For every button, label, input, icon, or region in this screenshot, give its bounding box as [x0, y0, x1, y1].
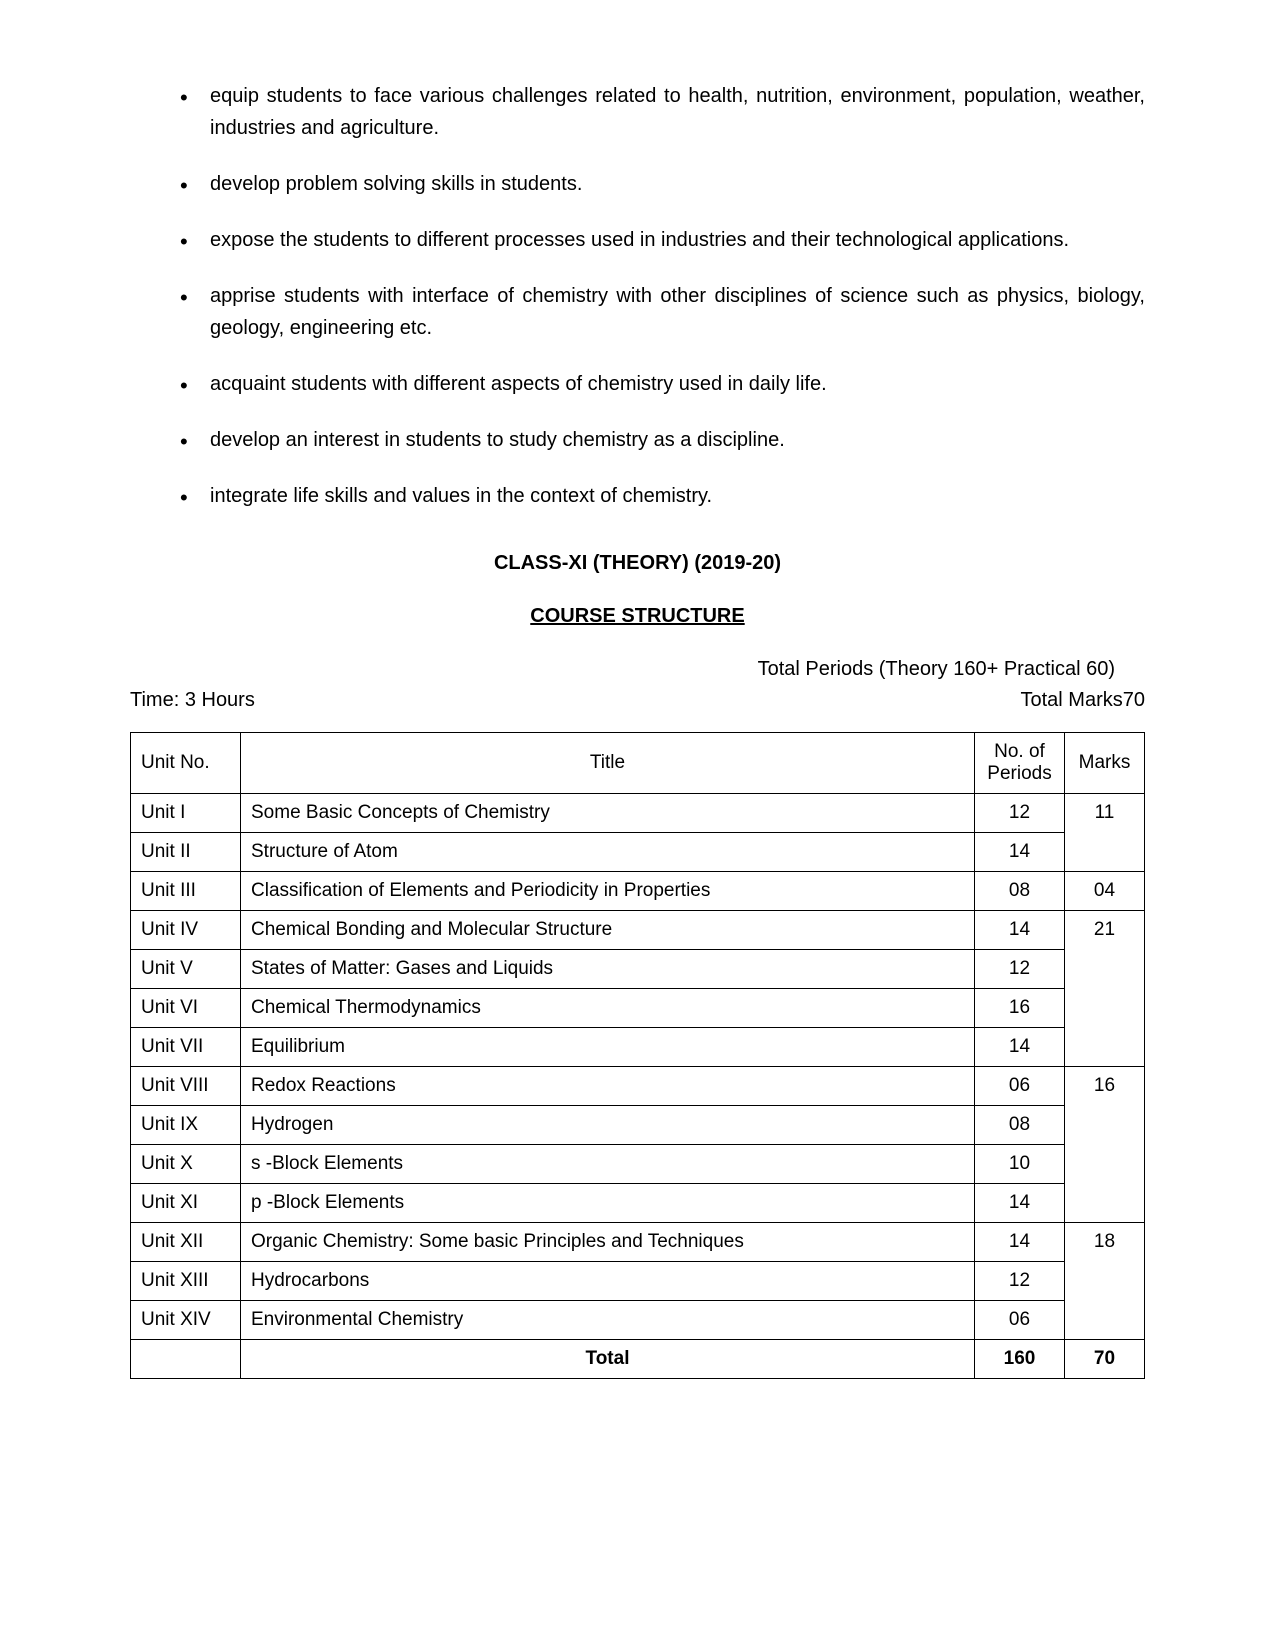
bullet-item: develop problem solving skills in studen…	[180, 168, 1145, 200]
cell-title: Equilibrium	[241, 1028, 975, 1067]
cell-unit: Unit I	[131, 794, 241, 833]
cell-unit: Unit XII	[131, 1223, 241, 1262]
cell-unit: Unit IV	[131, 911, 241, 950]
table-row: Unit VStates of Matter: Gases and Liquid…	[131, 950, 1145, 989]
cell-title: Structure of Atom	[241, 833, 975, 872]
cell-periods: 16	[975, 989, 1065, 1028]
cell-periods: 14	[975, 1223, 1065, 1262]
cell-periods: 14	[975, 1028, 1065, 1067]
cell-unit: Unit III	[131, 872, 241, 911]
table-row: Unit IXHydrogen08	[131, 1106, 1145, 1145]
cell-periods: 12	[975, 950, 1065, 989]
cell-periods: 08	[975, 1106, 1065, 1145]
table-row: Unit Xs -Block Elements10	[131, 1145, 1145, 1184]
cell-periods: 06	[975, 1301, 1065, 1340]
cell-periods: 12	[975, 794, 1065, 833]
cell-unit: Unit II	[131, 833, 241, 872]
cell-marks: 04	[1065, 872, 1145, 911]
cell-marks: 21	[1065, 911, 1145, 1067]
cell-periods: 08	[975, 872, 1065, 911]
cell-periods: 12	[975, 1262, 1065, 1301]
table-row: Unit VIIEquilibrium14	[131, 1028, 1145, 1067]
class-heading: CLASS-XI (THEORY) (2019-20)	[130, 552, 1145, 575]
header-marks: Marks	[1065, 733, 1145, 794]
bullet-item: expose the students to different process…	[180, 224, 1145, 256]
cell-periods: 06	[975, 1067, 1065, 1106]
bullet-item: apprise students with interface of chemi…	[180, 280, 1145, 344]
total-periods-label: Total Periods (Theory 160+ Practical 60)	[130, 658, 1145, 681]
cell-unit: Unit XIV	[131, 1301, 241, 1340]
cell-title: Hydrogen	[241, 1106, 975, 1145]
header-unit: Unit No.	[131, 733, 241, 794]
table-row: Unit IIIClassification of Elements and P…	[131, 872, 1145, 911]
bullet-item: equip students to face various challenge…	[180, 80, 1145, 144]
bullet-item: develop an interest in students to study…	[180, 424, 1145, 456]
cell-title: Redox Reactions	[241, 1067, 975, 1106]
total-marks-label: Total Marks70	[1021, 689, 1146, 712]
cell-marks: 16	[1065, 1067, 1145, 1223]
cell-title: Hydrocarbons	[241, 1262, 975, 1301]
time-label: Time: 3 Hours	[130, 689, 255, 712]
cell-title: Chemical Bonding and Molecular Structure	[241, 911, 975, 950]
cell-title: Organic Chemistry: Some basic Principles…	[241, 1223, 975, 1262]
cell-title: Classification of Elements and Periodici…	[241, 872, 975, 911]
objectives-list: equip students to face various challenge…	[180, 80, 1145, 512]
cell-total-periods: 160	[975, 1340, 1065, 1379]
cell-title: Some Basic Concepts of Chemistry	[241, 794, 975, 833]
cell-total-marks: 70	[1065, 1340, 1145, 1379]
cell-title: p -Block Elements	[241, 1184, 975, 1223]
cell-unit: Unit V	[131, 950, 241, 989]
cell-empty	[131, 1340, 241, 1379]
cell-periods: 10	[975, 1145, 1065, 1184]
cell-unit: Unit X	[131, 1145, 241, 1184]
table-row: Unit IIStructure of Atom14	[131, 833, 1145, 872]
cell-unit: Unit VI	[131, 989, 241, 1028]
table-total-row: Total16070	[131, 1340, 1145, 1379]
cell-marks: 18	[1065, 1223, 1145, 1340]
cell-unit: Unit XIII	[131, 1262, 241, 1301]
cell-title: Chemical Thermodynamics	[241, 989, 975, 1028]
cell-title: States of Matter: Gases and Liquids	[241, 950, 975, 989]
table-row: Unit XIVEnvironmental Chemistry06	[131, 1301, 1145, 1340]
cell-periods: 14	[975, 1184, 1065, 1223]
table-row: Unit VIIIRedox Reactions0616	[131, 1067, 1145, 1106]
table-header-row: Unit No. Title No. of Periods Marks	[131, 733, 1145, 794]
bullet-item: integrate life skills and values in the …	[180, 480, 1145, 512]
cell-periods: 14	[975, 911, 1065, 950]
table-row: Unit VIChemical Thermodynamics16	[131, 989, 1145, 1028]
table-row: Unit XIIIHydrocarbons12	[131, 1262, 1145, 1301]
header-periods: No. of Periods	[975, 733, 1065, 794]
course-structure-heading: COURSE STRUCTURE	[130, 605, 1145, 628]
bullet-item: acquaint students with different aspects…	[180, 368, 1145, 400]
time-marks-row: Time: 3 Hours Total Marks70	[130, 689, 1145, 712]
header-title: Title	[241, 733, 975, 794]
cell-title: Environmental Chemistry	[241, 1301, 975, 1340]
table-row: Unit ISome Basic Concepts of Chemistry12…	[131, 794, 1145, 833]
table-row: Unit IVChemical Bonding and Molecular St…	[131, 911, 1145, 950]
cell-total-label: Total	[241, 1340, 975, 1379]
cell-unit: Unit IX	[131, 1106, 241, 1145]
table-row: Unit XIp -Block Elements14	[131, 1184, 1145, 1223]
cell-title: s -Block Elements	[241, 1145, 975, 1184]
cell-unit: Unit VIII	[131, 1067, 241, 1106]
cell-marks: 11	[1065, 794, 1145, 872]
course-table: Unit No. Title No. of Periods Marks Unit…	[130, 732, 1145, 1379]
cell-periods: 14	[975, 833, 1065, 872]
table-row: Unit XIIOrganic Chemistry: Some basic Pr…	[131, 1223, 1145, 1262]
cell-unit: Unit XI	[131, 1184, 241, 1223]
cell-unit: Unit VII	[131, 1028, 241, 1067]
